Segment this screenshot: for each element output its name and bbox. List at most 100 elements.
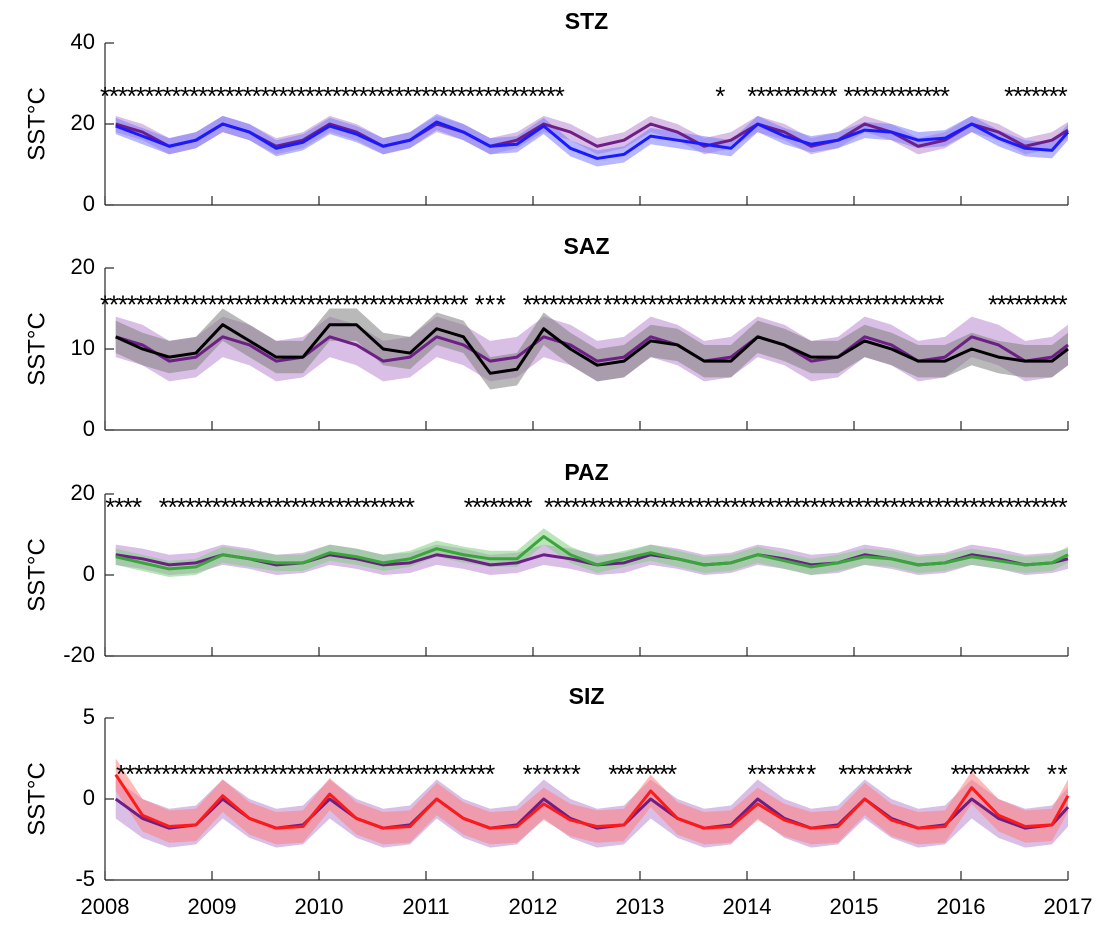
significance-marker: * [1049, 81, 1059, 111]
significance-marker: * [838, 759, 848, 789]
significance-marker: * [430, 81, 440, 111]
significance-marker: * [810, 81, 820, 111]
significance-marker: * [432, 290, 442, 320]
significance-marker: * [639, 290, 649, 320]
significance-marker: * [553, 492, 563, 522]
significance-marker: * [422, 759, 432, 789]
significance-marker: * [342, 290, 352, 320]
significance-marker: * [269, 81, 279, 111]
significance-marker: * [756, 81, 766, 111]
significance-marker: * [154, 290, 164, 320]
significance-marker: * [1058, 81, 1068, 111]
significance-marker: * [481, 492, 491, 522]
significance-marker: * [925, 492, 935, 522]
significance-marker: * [215, 759, 225, 789]
significance-marker: * [299, 492, 309, 522]
significance-marker: * [997, 290, 1007, 320]
significance-marker: * [549, 290, 559, 320]
significance-marker: * [1040, 290, 1050, 320]
x-tick-label: 2008 [81, 894, 130, 919]
x-tick-label: 2015 [830, 894, 879, 919]
significance-marker: * [836, 492, 846, 522]
significance-marker: * [896, 81, 906, 111]
significance-marker: * [836, 290, 846, 320]
significance-marker: * [748, 492, 758, 522]
significance-marker: * [819, 290, 829, 320]
significance-marker: * [360, 290, 370, 320]
significance-marker: * [1013, 492, 1023, 522]
significance-marker: * [514, 492, 524, 522]
significance-marker: * [1058, 759, 1068, 789]
significance-marker: * [1049, 492, 1059, 522]
significance-marker: * [870, 81, 880, 111]
significance-marker: * [449, 290, 459, 320]
significance-marker: * [641, 492, 651, 522]
series-line [115, 122, 1069, 148]
significance-marker: * [168, 492, 178, 522]
significance-marker: * [635, 759, 645, 789]
significance-marker: * [212, 492, 222, 522]
significance-marker: * [890, 290, 900, 320]
significance-marker: * [765, 492, 775, 522]
significance-marker: * [234, 290, 244, 320]
significance-marker: * [730, 492, 740, 522]
significance-marker: * [100, 290, 110, 320]
significance-marker: * [656, 290, 666, 320]
significance-marker: * [464, 492, 474, 522]
significance-marker: * [341, 81, 351, 111]
significance-marker: * [845, 492, 855, 522]
significance-marker: * [988, 290, 998, 320]
significance-marker: * [747, 759, 757, 789]
significance-marker: * [615, 492, 625, 522]
significance-marker: * [127, 81, 137, 111]
significance-marker: * [774, 492, 784, 522]
significance-marker: * [1022, 81, 1032, 111]
significance-marker: * [369, 290, 379, 320]
significance-marker: * [332, 759, 342, 789]
significance-marker: * [100, 81, 110, 111]
y-tick-label: 5 [83, 704, 95, 729]
significance-marker: * [987, 492, 997, 522]
significance-marker: * [801, 81, 811, 111]
significance-marker: * [501, 81, 511, 111]
significance-marker: * [335, 492, 345, 522]
significance-marker: * [127, 290, 137, 320]
significance-marker: * [273, 492, 283, 522]
significance-marker: * [448, 81, 458, 111]
significance-marker: * [1058, 290, 1068, 320]
significance-marker: * [242, 759, 252, 789]
significance-marker: * [314, 759, 324, 789]
significance-marker: * [562, 492, 572, 522]
significance-marker: * [674, 290, 684, 320]
significance-marker: * [914, 81, 924, 111]
significance-marker: * [686, 492, 696, 522]
significance-marker: * [1023, 290, 1033, 320]
significance-marker: * [206, 759, 216, 789]
significance-marker: * [765, 290, 775, 320]
significance-marker: * [1032, 290, 1042, 320]
significance-marker: * [889, 492, 899, 522]
significance-marker: * [827, 492, 837, 522]
significance-marker: * [606, 492, 616, 522]
y-tick-label: 0 [83, 561, 95, 586]
significance-marker: * [423, 290, 433, 320]
significance-marker: * [551, 759, 561, 789]
significance-marker: * [1049, 290, 1059, 320]
significance-marker: * [379, 492, 389, 522]
significance-marker: * [566, 290, 576, 320]
significance-marker: * [1011, 759, 1021, 789]
significance-marker: * [783, 290, 793, 320]
significance-marker: * [996, 492, 1006, 522]
significance-marker: * [181, 290, 191, 320]
significance-marker: * [668, 492, 678, 522]
significance-marker: * [314, 81, 324, 111]
significance-marker: * [260, 81, 270, 111]
panel-title: STZ [565, 8, 608, 34]
y-axis-label: SST°C [23, 87, 50, 161]
significance-marker: * [561, 759, 571, 789]
significance-marker: * [207, 290, 217, 320]
significance-marker: * [801, 290, 811, 320]
significance-marker: * [323, 81, 333, 111]
significance-marker: * [229, 492, 239, 522]
